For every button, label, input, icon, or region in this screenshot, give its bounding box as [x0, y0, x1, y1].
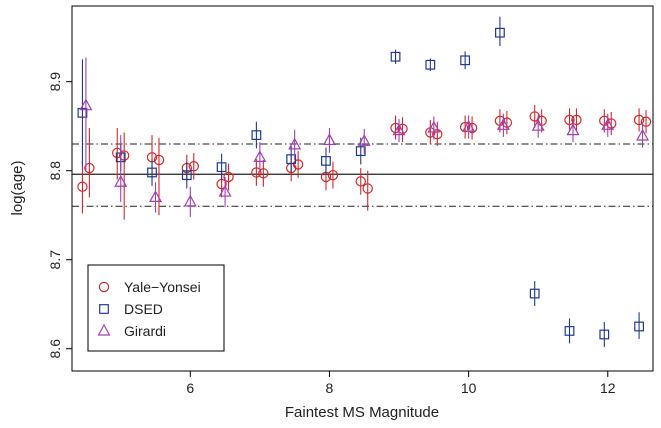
- legend: Yale−Yonsei DSED Girardi: [87, 264, 225, 352]
- y-tick-label: 8.7: [47, 250, 63, 270]
- data-point-square: [355, 146, 366, 157]
- data-point-circle: [606, 118, 617, 129]
- x-tick-label: 12: [600, 380, 616, 396]
- y-axis: 8.6 8.7 8.8 8.9: [47, 72, 72, 359]
- data-point-triangle: [183, 194, 197, 207]
- data-point-triangle: [601, 118, 615, 130]
- legend-marker-circle: [98, 281, 110, 293]
- data-point-triangle: [288, 137, 302, 150]
- data-point-triangle: [427, 120, 441, 133]
- data-point-circle: [501, 117, 513, 128]
- data-point-circle: [432, 128, 443, 140]
- data-point-triangle: [79, 98, 93, 111]
- data-point-circle: [84, 162, 95, 174]
- y-axis-title: log(age): [9, 160, 26, 215]
- data-point-circle: [118, 150, 130, 161]
- data-point-circle: [327, 169, 339, 181]
- legend-label: Girardi: [124, 323, 166, 339]
- legend-box: [87, 264, 225, 352]
- data-point-square: [77, 107, 88, 118]
- data-point-circle: [77, 181, 88, 192]
- data-point-triangle: [496, 118, 510, 130]
- data-point-square: [181, 170, 192, 181]
- data-point-square: [251, 130, 262, 140]
- data-point-circle: [153, 154, 165, 166]
- data-point-square: [216, 162, 227, 173]
- data-point-triangle: [462, 119, 476, 132]
- data-point-square: [460, 55, 471, 66]
- data-point-square: [529, 288, 540, 299]
- x-tick-label: 6: [186, 380, 194, 396]
- data-point-triangle: [114, 175, 128, 187]
- legend-label: DSED: [124, 301, 163, 317]
- y-tick-label: 8.9: [47, 72, 63, 92]
- data-point-triangle: [392, 123, 406, 136]
- data-point-circle: [633, 114, 645, 126]
- data-point-triangle: [253, 150, 267, 162]
- data-point-square: [425, 59, 436, 70]
- data-point-triangle: [218, 184, 232, 197]
- series-circle: [77, 104, 652, 220]
- data-point-circle: [466, 122, 478, 134]
- data-point-square: [286, 154, 297, 165]
- data-point-circle: [355, 176, 366, 187]
- data-point-square: [495, 27, 505, 38]
- y-tick-label: 8.6: [47, 339, 63, 359]
- data-point-circle: [571, 114, 582, 126]
- data-point-circle: [362, 183, 373, 194]
- data-point-square: [564, 326, 575, 336]
- data-point-circle: [188, 161, 199, 172]
- data-point-triangle: [531, 118, 545, 131]
- data-point-square: [599, 329, 610, 340]
- series-square: [77, 16, 644, 347]
- legend-marker-triangle: [97, 323, 111, 336]
- data-point-square: [390, 51, 401, 62]
- x-axis: 6 8 10 12: [186, 371, 616, 396]
- data-point-circle: [390, 122, 401, 134]
- y-tick-label: 8.8: [47, 161, 63, 181]
- data-point-triangle: [322, 133, 336, 146]
- data-point-triangle: [636, 128, 650, 141]
- x-axis-title: Faintest MS Magnitude: [285, 404, 439, 421]
- data-point-circle: [292, 159, 304, 170]
- data-point-circle: [397, 123, 408, 135]
- x-tick-label: 8: [326, 380, 334, 396]
- series-triangle: [79, 57, 650, 217]
- reference-lines: [72, 143, 653, 207]
- data-point-square: [147, 167, 157, 178]
- data-point-circle: [564, 114, 575, 126]
- data-point-triangle: [357, 134, 371, 146]
- data-point-circle: [223, 171, 234, 183]
- data-point-square: [321, 156, 331, 166]
- data-point-triangle: [148, 190, 163, 203]
- data-point-circle: [258, 168, 269, 179]
- series-layer: [77, 16, 652, 347]
- x-tick-label: 10: [461, 380, 477, 396]
- data-point-triangle: [566, 123, 580, 136]
- legend-marker-square: [99, 304, 109, 314]
- data-point-circle: [640, 116, 652, 127]
- plot-frame: [71, 5, 654, 372]
- data-point-circle: [251, 167, 262, 178]
- legend-label: Yale−Yonsei: [124, 279, 201, 295]
- data-point-square: [634, 321, 644, 332]
